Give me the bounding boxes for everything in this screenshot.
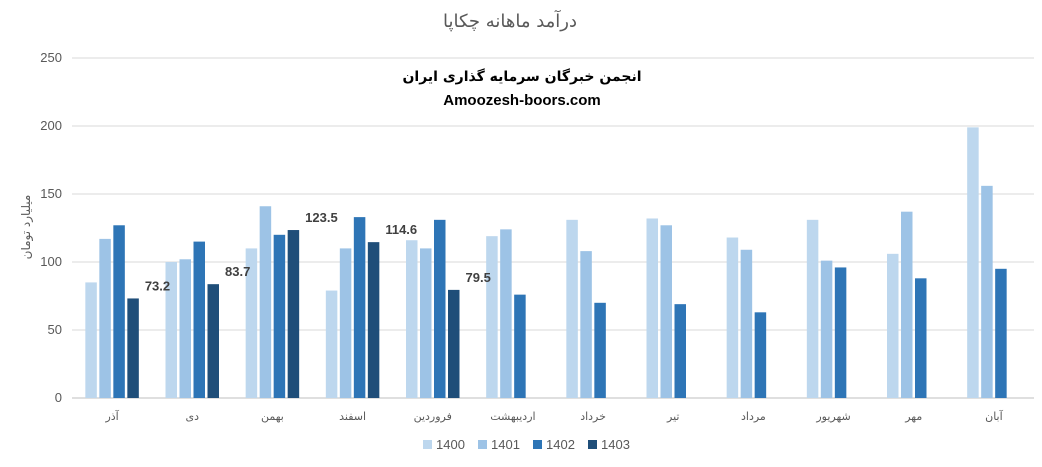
bar-1403 [127,298,139,398]
data-label: 114.6 [385,222,417,237]
bar-1402 [353,217,366,398]
bar-1402 [514,294,526,398]
bar-1400 [566,219,578,398]
bar-1403 [287,230,300,398]
x-tick-label: اسفند [339,410,366,423]
bar-1400 [646,218,658,398]
bar-1400 [406,240,418,398]
y-tick-label: 0 [55,390,62,405]
bar-1402 [113,225,125,398]
bar-1401 [339,248,352,398]
x-tick-label: مهر [904,410,922,423]
watermark-line2: Amoozesh-boors.com [443,92,601,109]
bar-1401 [660,225,672,398]
x-tick-label: خرداد [580,410,606,423]
data-label: 123.5 [305,210,338,225]
bar-1402 [915,278,927,398]
bar-1402 [754,312,767,398]
x-tick-label: دی [185,410,199,423]
x-tick-label: فروردین [414,410,452,423]
bar-1402 [594,302,606,398]
bar-1400 [486,236,498,398]
x-tick-label: بهمن [261,410,284,423]
chart-title: درآمد ماهانه چکاپا [443,9,577,32]
data-label: 79.5 [466,270,491,285]
bar-1403 [367,242,380,398]
bar-1400 [806,219,819,398]
bars [85,127,1007,399]
y-tick-label: 100 [40,254,62,269]
y-axis-ticks: 0 50 100 150 200 250 [40,50,62,405]
bar-1402 [434,219,446,398]
data-label: 83.7 [225,264,250,279]
y-tick-label: 50 [48,322,62,337]
gridlines [72,57,1034,399]
x-tick-label: تیر [666,410,679,423]
legend-label: 1402 [546,437,575,452]
legend-label: 1401 [491,437,520,452]
bar-1401 [580,251,592,398]
legend-label: 1400 [436,437,465,452]
bar-1400 [726,237,739,398]
y-tick-label: 250 [40,50,62,65]
bar-1401 [901,211,913,398]
bar-1401 [99,238,111,398]
bar-1400 [887,253,899,398]
bar-1401 [420,248,432,398]
legend-swatch-1402 [533,440,542,449]
y-tick-label: 150 [40,186,62,201]
x-tick-label: اردیبهشت [490,410,535,423]
bar-1402 [273,234,286,398]
bar-1400 [967,127,979,399]
legend-swatch-1401 [478,440,487,449]
bar-1400 [85,282,97,398]
bar-1402 [674,304,686,398]
bar-1402 [995,268,1007,398]
data-label: 73.2 [145,278,170,293]
legend-label: 1403 [601,437,630,452]
bar-1400 [325,290,338,398]
bar-1401 [259,206,272,398]
bar-1401 [820,260,833,398]
bar-1401 [981,185,993,398]
bar-1400 [165,262,177,398]
data-labels: 73.2 83.7 123.5 114.6 79.5 [145,210,491,293]
bar-1401 [500,229,512,398]
y-tick-label: 200 [40,118,62,133]
bar-1403 [207,284,219,398]
x-tick-label: آبان [985,409,1003,423]
legend-swatch-1403 [588,440,597,449]
x-tick-label: شهریور [815,410,850,423]
y-axis-label: میلیارد تومان [19,195,34,260]
bar-1403 [448,289,460,398]
x-tick-label: مرداد [741,410,766,423]
bar-1400 [245,248,258,398]
bar-1402 [834,267,847,398]
legend-swatch-1400 [423,440,432,449]
bar-1401 [740,249,753,398]
bar-1402 [193,241,205,398]
bar-1401 [179,259,191,398]
x-tick-label: آذر [104,409,119,423]
legend: 1400 1401 1402 1403 [423,437,630,452]
watermark-line1: انجمن خبرگان سرمایه گذاری ایران [402,68,641,85]
x-axis-ticks: آذر دی بهمن اسفند فروردین اردیبهشت خرداد تیر مرد… [104,409,1003,423]
